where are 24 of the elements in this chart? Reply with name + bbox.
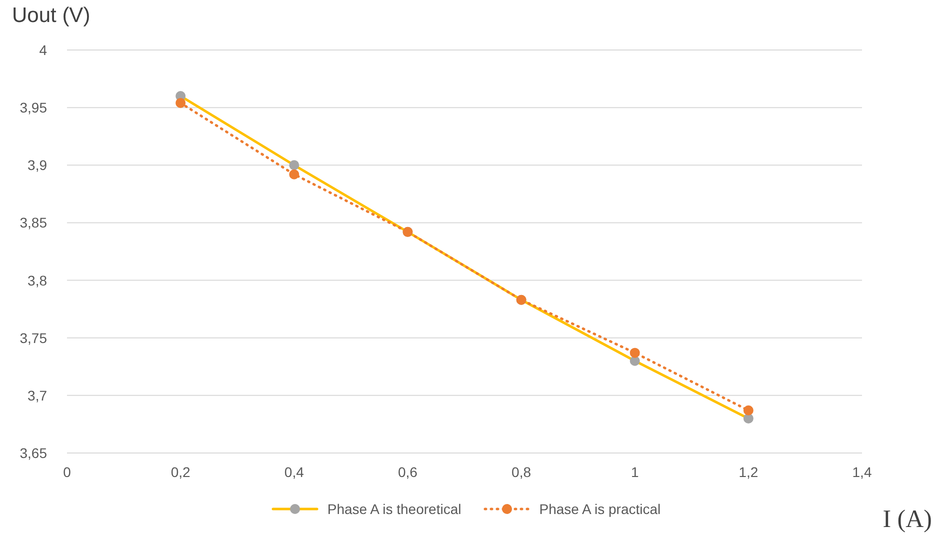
y-tick-label: 4 (39, 42, 48, 58)
point (743, 405, 754, 416)
x-tick-label: 1,2 (738, 464, 758, 480)
point (289, 169, 300, 180)
y-tick-label: 3,7 (28, 387, 48, 404)
y-tick-label: 3,9 (28, 157, 48, 174)
y-tick-label: 3,65 (20, 444, 48, 461)
point (630, 348, 640, 358)
y-tick-label: 3,95 (20, 100, 48, 116)
x-tick-label: 0,4 (284, 464, 304, 480)
legend-label: Phase A is practical (538, 501, 661, 517)
point (176, 98, 186, 108)
x-tick-label: 0,8 (512, 464, 532, 480)
y-tick-label: 3,85 (20, 214, 48, 231)
x-tick-label: 0 (63, 464, 72, 480)
x-axis-title: I (A) (882, 506, 932, 534)
x-tick-label: 1,4 (852, 464, 872, 480)
y-tick-label: 3,75 (20, 330, 48, 346)
y-axis-title: Uout (V) (12, 4, 90, 28)
legend-label: Phase A is theoretical (326, 501, 462, 517)
x-tick-label: 0,2 (170, 464, 191, 480)
x-tick-label: 1 (630, 464, 639, 480)
x-tick-label: 0,6 (398, 464, 418, 480)
y-tick-label: 3,8 (28, 272, 48, 288)
